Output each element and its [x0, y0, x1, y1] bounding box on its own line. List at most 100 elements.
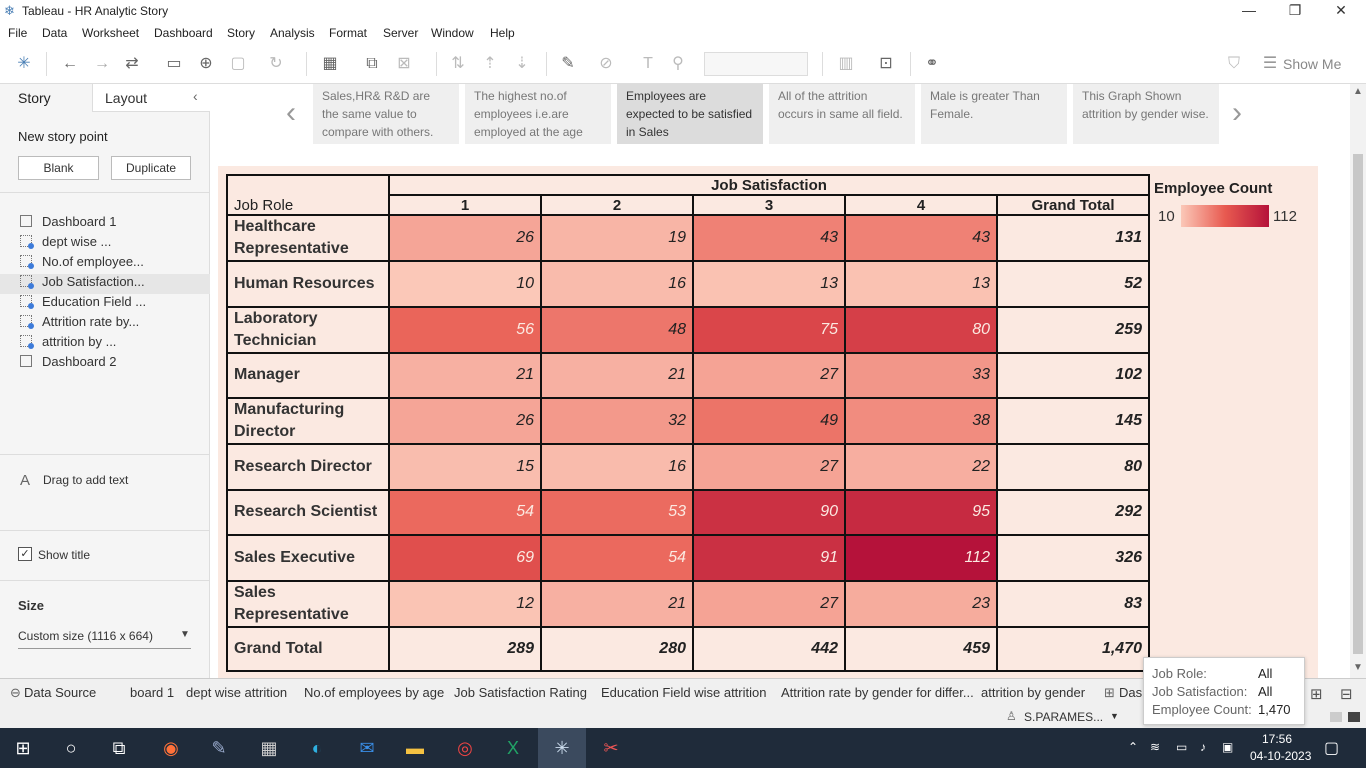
file-explorer-icon[interactable]: ▬ [406, 738, 424, 758]
sheet-list-item[interactable]: Attrition rate by... [20, 314, 139, 334]
scroll-up-icon[interactable]: ▲ [1353, 86, 1363, 97]
heatmap-cell[interactable]: 48 [540, 305, 694, 354]
show-me-label[interactable]: Show Me [1283, 56, 1342, 72]
previous-story-point-icon[interactable]: ‹ [286, 96, 296, 129]
row-label[interactable]: Sales Representative [226, 579, 390, 628]
pause-auto-update-icon[interactable]: ▢ [230, 55, 246, 72]
sheet-list-item[interactable]: Dashboard 2 [20, 354, 116, 374]
heatmap-cell[interactable]: 13 [692, 260, 846, 308]
heatmap-cell[interactable]: 91 [692, 534, 846, 582]
tab-job-satisfaction-rating[interactable]: Job Satisfaction Rating [454, 685, 587, 700]
sheet-list-item[interactable]: Job Satisfaction... [0, 274, 210, 294]
labels-icon[interactable]: T [643, 55, 653, 72]
column-group-job-satisfaction[interactable]: Job Satisfaction [388, 174, 1150, 196]
column-grand-total[interactable]: 289 [388, 625, 542, 672]
mail-icon[interactable]: ✉ [359, 738, 375, 758]
heatmap-cell[interactable]: 26 [388, 214, 542, 262]
story-point-5[interactable]: Male is greater Than Female. [921, 84, 1067, 144]
clock-date[interactable]: 04-10-2023 [1250, 749, 1312, 763]
column-grand-total[interactable]: 280 [540, 625, 694, 672]
wifi-icon[interactable]: ≋ [1150, 740, 1161, 754]
heatmap-cell[interactable]: 13 [844, 260, 998, 308]
heatmap-cell[interactable]: 54 [388, 488, 542, 536]
heatmap-cell[interactable]: 75 [692, 305, 846, 354]
battery-icon[interactable]: ▭ [1176, 740, 1188, 754]
format-painter-icon[interactable]: ⛉ [1227, 55, 1240, 72]
row-label[interactable]: Research Director [226, 443, 390, 491]
drag-text-label[interactable]: Drag to add text [43, 473, 129, 487]
redo-icon[interactable]: → [94, 55, 110, 72]
heatmap-cell[interactable]: 54 [540, 534, 694, 582]
task-view-icon[interactable]: ⧉ [112, 738, 126, 758]
vertical-scrollbar[interactable]: ▲ ▼ [1350, 84, 1366, 678]
heatmap-cell[interactable]: 27 [692, 579, 846, 628]
firefox-icon[interactable]: ◉ [163, 738, 179, 758]
clear-sheet-icon[interactable]: ⊠ [397, 55, 411, 72]
tab-attrition-by-gender[interactable]: attrition by gender [981, 685, 1086, 700]
search-icon[interactable]: ○ [65, 738, 77, 758]
restore-icon[interactable]: ❐ [1288, 2, 1302, 18]
refresh-icon[interactable]: ↻ [269, 55, 283, 72]
row-label[interactable]: Laboratory Technician [226, 305, 390, 354]
color-legend-gradient[interactable] [1181, 205, 1269, 227]
show-me-icon[interactable]: ☰ [1262, 55, 1278, 72]
heatmap-cell[interactable]: 33 [844, 351, 998, 399]
heatmap-cell[interactable]: 90 [692, 488, 846, 536]
undo-icon[interactable]: ← [62, 55, 78, 72]
story-point-1[interactable]: Sales,HR& R&D are the same value to comp… [313, 84, 459, 144]
tab-dashboard-2[interactable]: Dasl [1119, 685, 1146, 700]
tab-layout[interactable]: Layout ‹ [92, 84, 210, 112]
menu-data[interactable]: Data [42, 26, 68, 40]
heatmap-cell[interactable]: 69 [388, 534, 542, 582]
blank-button[interactable]: Blank [18, 156, 99, 180]
notification-badge-icon[interactable]: ▣ [1222, 740, 1234, 754]
row-label[interactable]: Manager [226, 351, 390, 399]
tab-attrition-rate-gender[interactable]: Attrition rate by gender for differ... [781, 685, 974, 700]
menu-worksheet[interactable]: Worksheet [82, 26, 140, 40]
tab-education-field[interactable]: Education Field wise attrition [601, 685, 767, 700]
heatmap-cell[interactable]: 27 [692, 443, 846, 491]
replay-icon[interactable]: ⇄ [125, 55, 139, 72]
menu-file[interactable]: File [8, 26, 28, 40]
row-grand-total[interactable]: 326 [996, 534, 1150, 582]
row-label[interactable]: Research Scientist [226, 488, 390, 536]
fit-dropdown[interactable] [704, 52, 808, 76]
tab-dept-wise-attrition[interactable]: dept wise attrition [186, 685, 288, 700]
heatmap-cell[interactable]: 21 [540, 579, 694, 628]
row-grand-total[interactable]: 83 [996, 579, 1150, 628]
column-grand-total[interactable]: 459 [844, 625, 998, 672]
next-story-point-icon[interactable]: › [1232, 96, 1242, 129]
scroll-down-icon[interactable]: ▼ [1353, 662, 1363, 673]
swap-icon[interactable]: ⇅ [451, 55, 465, 72]
highlight-icon[interactable]: ✎ [561, 55, 575, 72]
heatmap-cell[interactable]: 53 [540, 488, 694, 536]
heatmap-cell[interactable]: 49 [692, 397, 846, 445]
taskbar-active-app[interactable]: ✳ [538, 728, 586, 768]
volume-icon[interactable]: ♪ [1200, 740, 1206, 754]
snipping-tool-icon[interactable]: ✂ [603, 738, 619, 758]
row-grand-total[interactable]: 52 [996, 260, 1150, 308]
column-header-satisfaction-2[interactable]: 2 [540, 194, 694, 216]
clock-time[interactable]: 17:56 [1262, 732, 1293, 746]
heatmap-cell[interactable]: 112 [844, 534, 998, 582]
fix-axes-icon[interactable]: ⚲ [672, 55, 684, 72]
close-icon[interactable]: ✕ [1335, 2, 1347, 18]
excel-icon[interactable]: X [506, 738, 519, 758]
column-header-grand-total[interactable]: Grand Total [996, 194, 1150, 216]
column-grand-total[interactable]: 442 [692, 625, 846, 672]
new-worksheet-tab-icon[interactable]: ⊞ [1310, 686, 1323, 703]
column-header-satisfaction-3[interactable]: 3 [692, 194, 846, 216]
list-view-icon[interactable] [1348, 712, 1360, 722]
sheet-list-item[interactable]: No.of employee... [20, 254, 144, 274]
overall-grand-total[interactable]: 1,470 [996, 625, 1150, 672]
presentation-mode-icon[interactable]: ⊡ [879, 55, 893, 72]
grid-view-icon[interactable] [1330, 712, 1342, 722]
menu-story[interactable]: Story [227, 26, 256, 40]
row-grand-total[interactable]: 259 [996, 305, 1150, 354]
menu-help[interactable]: Help [490, 26, 515, 40]
calculator-icon[interactable]: ▦ [260, 738, 278, 758]
heatmap-cell[interactable]: 21 [388, 351, 542, 399]
share-icon[interactable]: ⚭ [925, 55, 939, 72]
story-point-3[interactable]: Employees are expected to be satisfied i… [617, 84, 763, 144]
tableau-home-icon[interactable]: ✳ [17, 55, 31, 72]
